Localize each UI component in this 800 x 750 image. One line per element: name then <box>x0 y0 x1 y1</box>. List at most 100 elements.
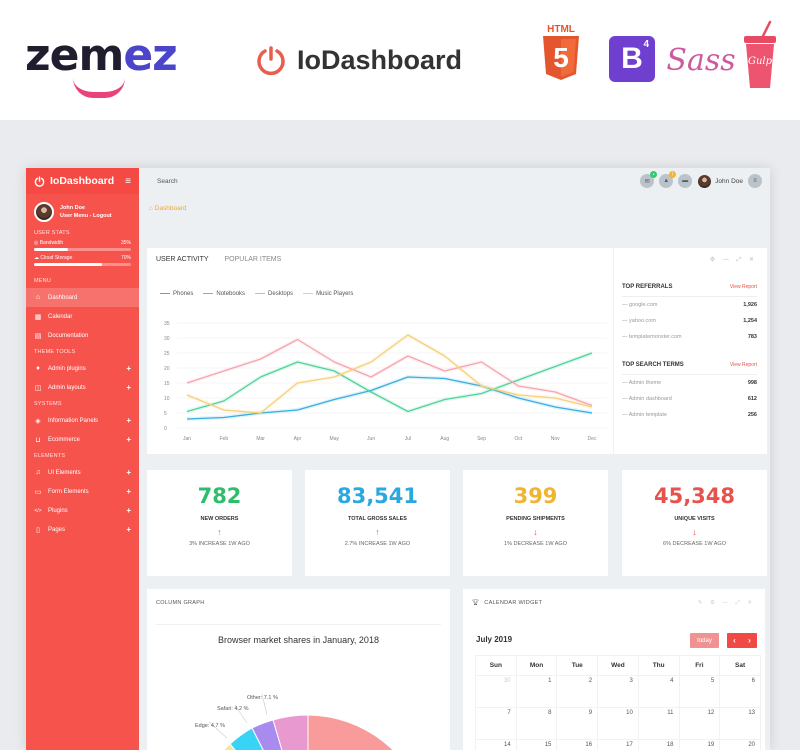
sidebar-item-ui-elements[interactable]: ♫ UI Elements + <box>35 468 131 477</box>
user-activity-line-chart: 0 5 10 15 20 25 30 35 Jan Feb Mar Apr May Jun Jul Aug Se… <box>164 321 607 442</box>
list-item: — google.com 1,926 <box>622 302 757 308</box>
expand-plus-icon[interactable]: + <box>126 525 131 534</box>
topbar-user[interactable]: John Doe <box>698 174 743 188</box>
svg-text:Feb: Feb <box>220 436 229 442</box>
svg-text:35: 35 <box>164 321 170 327</box>
settings-menu-icon[interactable]: ≡ <box>748 174 762 188</box>
kpi-new-orders: 782 NEW ORDERS ↑ 3% INCREASE 1W AGO <box>147 470 292 576</box>
calendar-day[interactable]: 5 <box>678 675 721 708</box>
book-icon: ▤ <box>34 332 42 340</box>
calendar-day[interactable]: 8 <box>515 707 558 740</box>
view-report-link[interactable]: View Report <box>729 362 757 368</box>
sidebar-item-admin-plugins[interactable]: ♦ Admin plugins + <box>26 359 139 378</box>
legend-phones[interactable]: Phones <box>160 291 193 297</box>
calendar-day[interactable]: 10 <box>597 707 639 740</box>
activity-tabs: USER ACTIVITY POPULAR ITEMS <box>156 256 281 263</box>
svg-text:Other: 7.1 %: Other: 7.1 % <box>247 695 278 701</box>
sidebar-item-form-elements[interactable]: ▭ Form Elements + <box>34 487 131 496</box>
view-report-link[interactable]: View Report <box>729 284 757 290</box>
diamond-icon: ◈ <box>35 417 41 425</box>
calendar-day[interactable]: 3 <box>597 675 639 708</box>
expand-plus-icon[interactable]: + <box>126 487 131 496</box>
sass-badge: Sass <box>666 42 736 78</box>
sidebar-logo[interactable]: IoDashboard <box>50 175 115 187</box>
code-icon: </> <box>34 507 42 514</box>
avatar <box>698 174 712 188</box>
topbar: Search ✉ • ▲! ▬ John Doe ≡ <box>139 168 770 194</box>
calendar-day[interactable]: 17 <box>597 739 639 750</box>
expand-plus-icon[interactable]: + <box>126 364 131 373</box>
tab-popular-items[interactable]: POPULAR ITEMS <box>224 256 282 263</box>
calendar-day[interactable]: 15 <box>515 739 558 750</box>
expand-plus-icon[interactable]: + <box>126 435 131 444</box>
calendar-day[interactable]: 30 <box>475 675 517 708</box>
calendar-day[interactable]: 2 <box>556 675 599 708</box>
user-name[interactable]: John Doe <box>60 205 86 211</box>
home-icon: ⌂ <box>149 205 153 212</box>
prev-month-button[interactable]: ‹ <box>733 636 736 645</box>
avatar[interactable] <box>34 202 54 222</box>
list-item: — Admin dashboard 612 <box>622 396 757 402</box>
series-line-phones <box>186 376 593 420</box>
calendar-day[interactable]: 9 <box>556 707 599 740</box>
sidebar-item-pages[interactable]: ▯ Pages + <box>26 520 139 539</box>
card-controls[interactable]: ✎ ⚙ — ⤢ ✕ <box>697 600 755 606</box>
kpi-pending-shipments: 399 PENDING SHIPMENTS ↓ 1% DECREASE 1W A… <box>463 470 608 576</box>
calendar-day[interactable]: 11 <box>637 707 680 740</box>
svg-text:15: 15 <box>164 381 170 387</box>
calendar-day[interactable]: 4 <box>637 675 680 708</box>
calendar-day[interactable]: 12 <box>678 707 721 740</box>
search-input[interactable]: Search <box>157 177 178 185</box>
breadcrumb[interactable]: ⌂ Dashboard <box>149 205 187 212</box>
legend-music-players[interactable]: Music Players <box>303 291 353 297</box>
calendar-day[interactable]: 20 <box>719 739 761 750</box>
calendar-day[interactable]: 16 <box>556 739 599 750</box>
user-menu-links[interactable]: User Menu - Logout <box>60 213 112 219</box>
chat-icon[interactable]: ✉ • <box>640 171 658 188</box>
power-icon <box>257 46 285 76</box>
top-referrals: TOP REFERRALS View Report — google.com 1,9… <box>622 284 757 345</box>
list-item: — yahoo.com 1,254 <box>622 318 757 324</box>
arrow-down-icon: ↓ <box>533 527 538 537</box>
legend-desktops[interactable]: Desktops <box>255 291 293 297</box>
flag-icon[interactable]: ▬ <box>678 174 693 188</box>
legend-notebooks[interactable]: Notebooks <box>203 291 245 297</box>
sidebar-item-ecommerce[interactable]: ⊔ Ecommerce + <box>35 435 131 444</box>
calendar-day[interactable]: 18 <box>637 739 680 750</box>
calendar-day[interactable]: 7 <box>475 707 517 740</box>
sidebar-item-plugins[interactable]: </> Plugins + <box>34 506 131 515</box>
next-month-button[interactable]: › <box>748 636 751 645</box>
brand-name: IoDashboard <box>297 44 463 75</box>
expand-plus-icon[interactable]: + <box>126 506 131 515</box>
svg-text:25: 25 <box>164 351 170 357</box>
sidebar-item-calendar[interactable]: ▦ Calendar <box>34 313 73 321</box>
bell-icon[interactable]: ▲! <box>659 171 677 188</box>
svg-text:5: 5 <box>553 42 569 73</box>
cart-icon: ⊔ <box>35 436 41 444</box>
expand-plus-icon[interactable]: + <box>126 383 131 392</box>
breadcrumb-dashboard[interactable]: Dashboard <box>154 205 187 212</box>
calendar-day[interactable]: 6 <box>719 675 761 708</box>
tab-user-activity[interactable]: USER ACTIVITY <box>156 256 209 263</box>
calendar-day[interactable]: 14 <box>475 739 517 750</box>
sidebar-item-dashboard[interactable]: ⌂ Dashboard <box>26 288 139 307</box>
calendar-day[interactable]: 13 <box>719 707 761 740</box>
series-line-music-players <box>186 334 593 414</box>
list-item: — Admin theme 998 <box>622 380 757 386</box>
sidebar-item-documentation[interactable]: ▤ Documentation <box>34 332 89 340</box>
sidebar-item-information-panels[interactable]: ◈ Information Panels + <box>35 416 131 425</box>
hamburger-menu-icon[interactable]: ≡ <box>125 175 131 187</box>
calendar-day[interactable]: 19 <box>678 739 721 750</box>
calendar-nav: ‹ › <box>727 633 757 648</box>
column-graph-card: COLUMN GRAPH Browser market shares in Ja… <box>147 589 450 750</box>
sidebar-item-admin-layouts[interactable]: ◫ Admin layouts + <box>34 383 131 392</box>
card-controls[interactable]: ⚙ — ⤢ ✕ <box>709 257 757 263</box>
expand-plus-icon[interactable]: + <box>126 468 131 477</box>
svg-text:Jul: Jul <box>405 436 411 442</box>
today-button[interactable]: today <box>690 633 719 648</box>
svg-text:Jan: Jan <box>183 436 191 442</box>
calendar-day[interactable]: 1 <box>515 675 558 708</box>
chart-legend: Phones Notebooks Desktops Music Players <box>160 291 353 297</box>
list-item: — templatemonster.com 783 <box>622 334 757 340</box>
expand-plus-icon[interactable]: + <box>126 416 131 425</box>
